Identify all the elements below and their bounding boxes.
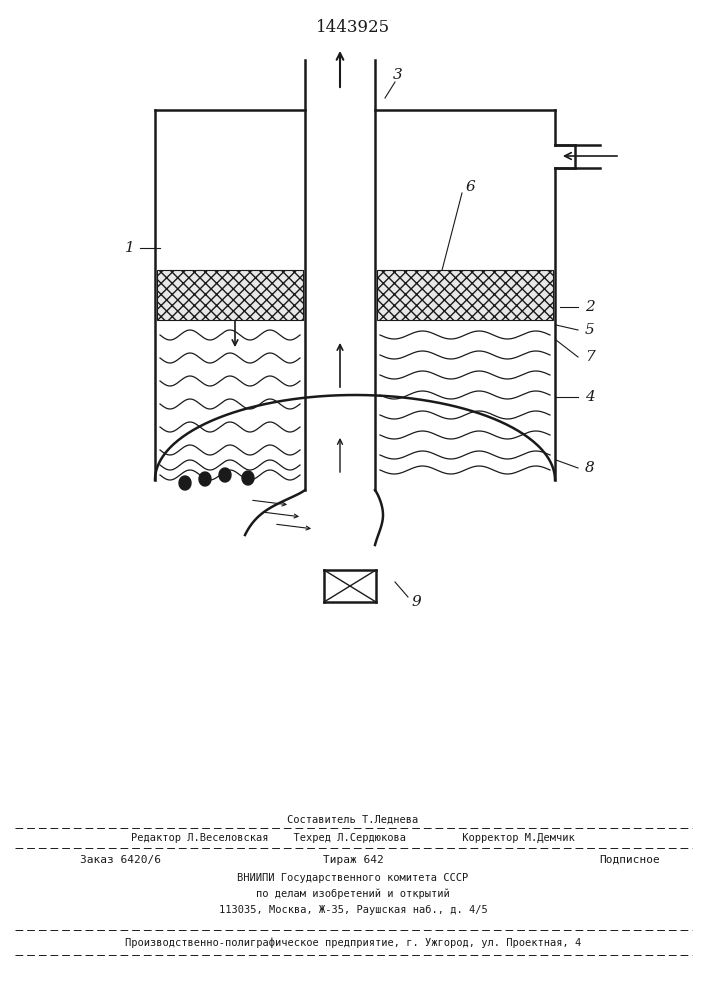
Text: 8: 8	[585, 461, 595, 475]
Text: 1443925: 1443925	[316, 19, 390, 36]
Text: 113035, Москва, Ж-35, Раушская наб., д. 4/5: 113035, Москва, Ж-35, Раушская наб., д. …	[218, 905, 487, 915]
Text: 1: 1	[125, 241, 135, 255]
Text: 7: 7	[585, 350, 595, 364]
Text: 6: 6	[465, 180, 475, 194]
Text: Тираж 642: Тираж 642	[322, 855, 383, 865]
Text: 5: 5	[585, 323, 595, 337]
Text: 4: 4	[585, 390, 595, 404]
Bar	[377, 270, 553, 320]
Text: Производственно-полиграфическое предприятие, г. Ужгород, ул. Проектная, 4: Производственно-полиграфическое предприя…	[125, 938, 581, 948]
Text: Подписное: Подписное	[600, 855, 660, 865]
Text: по делам изобретений и открытий: по делам изобретений и открытий	[256, 889, 450, 899]
Text: 2: 2	[585, 300, 595, 314]
Text: 3: 3	[393, 68, 403, 82]
Text: 9: 9	[411, 595, 421, 609]
Bar	[157, 270, 303, 320]
Text: Составитель Т.Леднева: Составитель Т.Леднева	[287, 815, 419, 825]
Text: ВНИИПИ Государственного комитета СССР: ВНИИПИ Государственного комитета СССР	[238, 873, 469, 883]
Text: Редактор Л.Веселовская    Техред Л.Сердюкова         Корректор М.Демчик: Редактор Л.Веселовская Техред Л.Сердюков…	[131, 833, 575, 843]
Polygon shape	[219, 468, 231, 482]
Text: Заказ 6420/6: Заказ 6420/6	[80, 855, 161, 865]
Polygon shape	[179, 476, 191, 490]
Polygon shape	[242, 471, 254, 485]
Polygon shape	[199, 472, 211, 486]
